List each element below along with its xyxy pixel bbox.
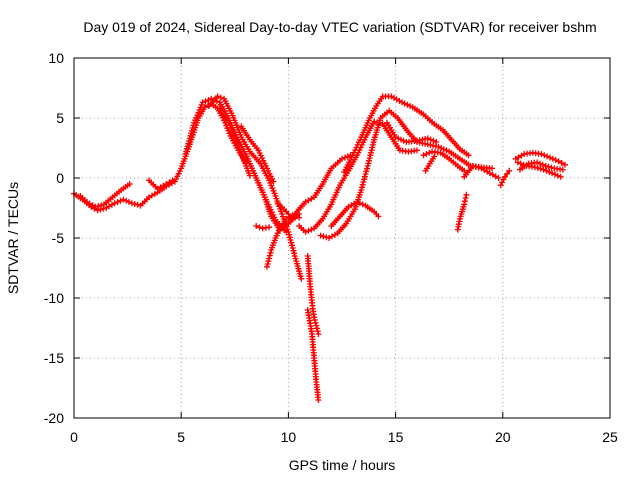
- series-markers: [238, 123, 277, 185]
- series-arc-7: [225, 117, 253, 179]
- x-axis-label: GPS time / hours: [289, 457, 396, 473]
- series-arc-24: [497, 167, 513, 189]
- y-tick-label: -15: [44, 350, 64, 366]
- axis-ticks: 0 5 10 15 20 25 -20 -15 -10 -5 0 5 10: [44, 50, 618, 445]
- series-markers: [461, 163, 502, 181]
- series-arc-18: [341, 93, 472, 175]
- series-arc-9: [253, 223, 273, 232]
- series-markers: [317, 107, 496, 241]
- series-trace: [208, 95, 303, 280]
- series-markers: [206, 93, 305, 282]
- series-arc-16: [317, 107, 496, 241]
- x-tick-label: 0: [70, 429, 78, 445]
- y-axis-label: SDTVAR / TECUs: [5, 182, 21, 294]
- series-markers: [304, 253, 322, 337]
- y-tick-label: -10: [44, 290, 64, 306]
- x-tick-label: 10: [281, 429, 297, 445]
- series-arc-22: [454, 191, 470, 233]
- series-markers: [384, 119, 440, 145]
- series-arc-1: [71, 100, 249, 214]
- x-tick-label: 15: [388, 429, 404, 445]
- series-trace: [73, 102, 247, 212]
- series-arc-12: [287, 152, 354, 223]
- series-markers: [71, 100, 249, 214]
- series-arc-15: [304, 307, 322, 403]
- series-markers: [517, 159, 566, 173]
- series-arc-23: [461, 163, 502, 181]
- series-arc-17: [328, 199, 382, 229]
- y-tick-label: -20: [44, 410, 64, 426]
- series-arc-14: [304, 253, 322, 337]
- grid-lines: [74, 58, 610, 418]
- series-markers: [422, 153, 438, 174]
- series-markers: [454, 191, 470, 233]
- series-markers: [304, 307, 322, 403]
- series-arc-13: [296, 118, 420, 235]
- series-markers: [420, 148, 468, 174]
- series-arc-27: [517, 159, 566, 173]
- series-markers: [146, 177, 176, 192]
- series-arc-8: [238, 123, 277, 185]
- series-arc-25: [512, 149, 568, 168]
- y-tick-label: 5: [56, 110, 64, 126]
- series-arc-20: [420, 148, 468, 174]
- series-markers: [341, 93, 472, 175]
- series-arc-21: [422, 153, 438, 174]
- series-markers: [512, 149, 568, 168]
- series-arc-19: [384, 119, 440, 145]
- x-tick-label: 5: [177, 429, 185, 445]
- series-markers: [328, 199, 382, 229]
- series-markers: [274, 200, 292, 217]
- chart-title: Day 019 of 2024, Sidereal Day-to-day VTE…: [83, 19, 596, 35]
- y-tick-label: 0: [56, 170, 64, 186]
- series-markers: [253, 223, 273, 232]
- series-arc-3: [146, 177, 176, 192]
- series-arc-11: [274, 200, 292, 217]
- series-markers: [497, 167, 513, 189]
- series-markers: [225, 117, 253, 179]
- y-tick-label: 10: [48, 50, 64, 66]
- x-tick-label: 20: [495, 429, 511, 445]
- series-arc-5: [206, 93, 305, 282]
- series-arc-2: [77, 181, 133, 210]
- data-series: [71, 93, 568, 403]
- plot-frame: [73, 57, 611, 419]
- x-tick-label: 25: [602, 429, 618, 445]
- series-markers: [77, 181, 133, 210]
- y-tick-label: -5: [52, 230, 65, 246]
- series-markers: [287, 152, 354, 223]
- series-markers: [296, 118, 420, 235]
